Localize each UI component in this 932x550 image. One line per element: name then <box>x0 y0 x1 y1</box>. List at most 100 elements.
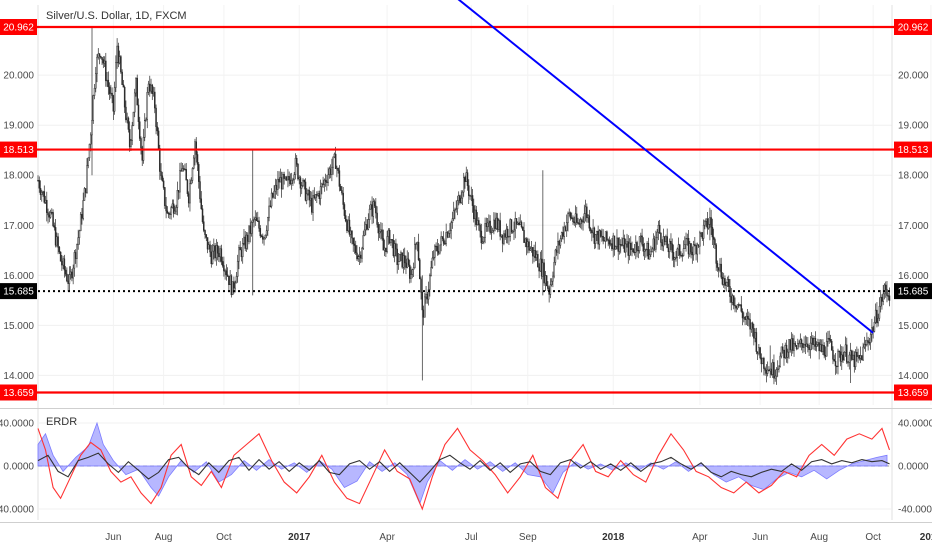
candle-body <box>425 293 427 298</box>
candle-body <box>793 343 795 351</box>
candle-body <box>76 244 78 259</box>
candle-body <box>78 230 81 238</box>
level-tag-left <box>0 19 37 35</box>
candle-body <box>671 243 673 253</box>
candle-body <box>92 95 95 121</box>
candle-body <box>288 176 290 181</box>
candle-body <box>685 238 687 246</box>
candle-body <box>307 190 309 195</box>
candle-body <box>238 247 240 262</box>
candle-body <box>87 157 89 166</box>
candle-body <box>691 251 694 256</box>
erdr-axis-left[interactable]: 40.0000 0.0000 -40.0000 <box>0 419 34 516</box>
candle-body <box>601 235 603 238</box>
candle-body <box>481 241 484 244</box>
candle-body <box>421 291 424 311</box>
candle-body <box>763 357 765 369</box>
candle-body <box>789 339 792 351</box>
candle-body <box>417 241 420 261</box>
erdr-pane[interactable]: 40.0000 0.0000 -40.0000 40.0000 0.0000 -40.0… <box>0 416 932 516</box>
candle-body <box>283 174 285 179</box>
candle-body <box>211 250 214 265</box>
candle-body <box>161 175 164 182</box>
candle-body <box>881 296 883 302</box>
price-axis-right[interactable]: 14.000 15.000 16.000 17.000 18.000 19.000 20.0… <box>898 71 929 382</box>
candle-body <box>503 233 505 244</box>
candle-body <box>456 200 459 210</box>
erdr-tick-label: -40.0000 <box>0 505 34 516</box>
candle-body <box>682 248 685 256</box>
indicator-title[interactable]: ERDR <box>46 416 77 428</box>
candle-body <box>338 170 341 187</box>
candle-body <box>609 243 612 245</box>
candle-body <box>761 357 764 365</box>
candle-body <box>663 236 666 242</box>
candle-body <box>81 214 83 219</box>
erdr-axis-right[interactable]: 40.0000 0.0000 -40.0000 <box>898 419 932 516</box>
candle-body <box>221 261 224 266</box>
horizontal-levels[interactable] <box>0 25 932 394</box>
candle-body <box>61 260 63 266</box>
candle-body <box>252 219 254 223</box>
candle-body <box>397 261 400 265</box>
candle-body <box>133 92 136 113</box>
price-pane[interactable]: 14.000 15.000 16.000 17.000 18.000 19.000 20.0… <box>0 0 932 520</box>
candle-body <box>191 168 194 181</box>
candle-body <box>149 83 151 92</box>
symbol-title[interactable]: Silver/U.S. Dollar, 1D, FXCM <box>46 10 187 22</box>
candle-body <box>248 225 250 242</box>
candle-body <box>62 258 64 266</box>
candle-body <box>225 270 228 276</box>
candle-body <box>483 237 485 243</box>
candle-body <box>822 345 824 352</box>
candle-body <box>798 342 800 345</box>
candle-body <box>527 241 529 248</box>
candle-body <box>844 344 847 353</box>
candle-body <box>141 147 143 161</box>
candle-body <box>459 195 461 203</box>
candle-body <box>403 255 406 264</box>
candle-body <box>259 228 262 237</box>
candle-body <box>196 154 199 165</box>
blue-trendline[interactable] <box>456 0 874 334</box>
candle-body <box>243 236 245 244</box>
candle-body <box>327 174 329 183</box>
candle-body <box>102 59 105 64</box>
candle-body <box>337 168 339 172</box>
candle-body <box>385 247 387 253</box>
candle-body <box>279 177 282 183</box>
candle-body <box>145 119 147 121</box>
candle-body <box>371 204 373 217</box>
candle-body <box>56 236 58 246</box>
candle-body <box>681 255 684 257</box>
candle-body <box>776 368 779 370</box>
candle-body <box>829 339 832 342</box>
level-tag-left-label: 18.513 <box>3 145 34 156</box>
candle-body <box>277 178 279 190</box>
trendline-group[interactable] <box>456 0 874 334</box>
candle-body <box>67 280 69 284</box>
candle-body <box>125 106 127 121</box>
candle-body <box>768 369 770 372</box>
candle-body <box>591 230 593 234</box>
candle-body <box>469 195 471 197</box>
candle-body <box>190 180 192 184</box>
time-axis[interactable]: Jun Aug Oct 2017 Apr Jul Sep 2018 Apr Jun Aug Oct 20… <box>105 532 932 543</box>
candle-body <box>586 206 588 219</box>
candle-body <box>744 317 746 321</box>
candle-body <box>727 279 730 287</box>
candle-body <box>386 236 388 253</box>
last-price-tag-right <box>894 283 932 300</box>
candle-body <box>274 184 277 192</box>
candle-body <box>784 344 786 359</box>
candle-body <box>873 321 876 332</box>
candle-body <box>209 244 211 253</box>
candle-body <box>746 315 749 319</box>
candle-body <box>68 274 71 284</box>
candle-body <box>656 231 658 239</box>
candle-body <box>98 53 101 57</box>
candle-body <box>318 193 321 199</box>
candle-body <box>159 148 161 172</box>
price-axis-left[interactable]: 14.000 15.000 16.000 17.000 18.000 19.000 20.0… <box>3 71 34 382</box>
candle-body <box>353 243 356 246</box>
